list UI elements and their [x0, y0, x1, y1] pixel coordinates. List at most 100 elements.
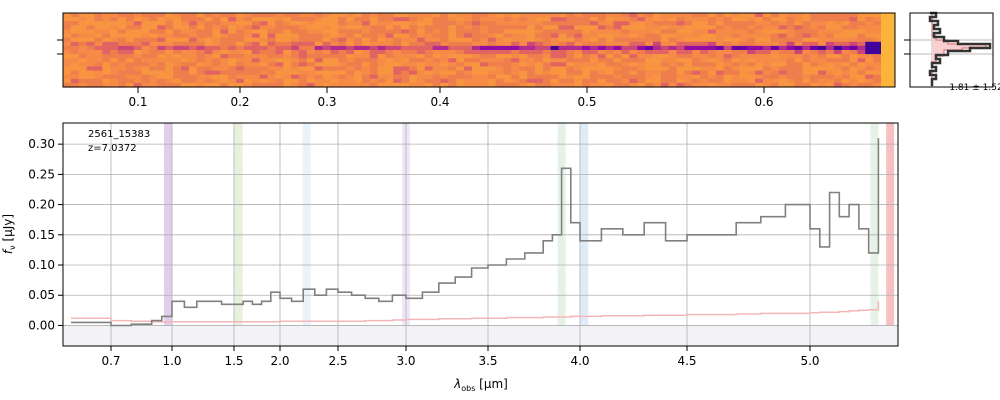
heatmap-cell: [582, 41, 591, 47]
heatmap-cell: [102, 78, 111, 84]
heatmap-cell: [527, 29, 536, 35]
heatmap-cell: [597, 45, 607, 51]
heatmap-cell: [416, 45, 426, 51]
heatmap-cell: [589, 66, 599, 72]
heatmap-cell: [141, 45, 151, 51]
heatmap-cell: [802, 29, 811, 35]
heatmap-cell: [267, 66, 276, 72]
heatmap-cell: [267, 41, 276, 47]
heatmap-cell: [424, 33, 434, 39]
heatmap-cell: [369, 50, 379, 55]
heatmap-cell: [613, 13, 623, 18]
heatmap-cell: [212, 54, 221, 59]
heatmap-cell: [440, 74, 450, 80]
heatmap-cell: [464, 37, 473, 43]
heatmap-cell: [401, 17, 410, 22]
heatmap-cell: [283, 50, 292, 55]
heatmap-cell: [314, 13, 324, 18]
heatmap-cell: [621, 54, 630, 59]
heatmap-cell: [637, 29, 646, 35]
heatmap-cell: [361, 29, 371, 35]
heatmap-cell: [440, 33, 450, 39]
heatmap-cell: [660, 41, 670, 47]
heatmap-cell: [291, 66, 300, 72]
heatmap-cell: [605, 25, 615, 31]
heatmap-cell: [707, 37, 717, 43]
heatmap-cell: [786, 37, 796, 43]
flux-spectrum-line: [71, 138, 880, 327]
heatmap-cell: [369, 45, 379, 51]
heatmap-cell: [401, 13, 410, 18]
heatmap-cell: [558, 41, 567, 47]
heatmap-cell: [409, 58, 418, 63]
heatmap-cell: [479, 62, 489, 68]
heatmap-cell: [361, 74, 371, 80]
heatmap-cell: [802, 21, 811, 26]
heatmap-cell: [251, 37, 261, 43]
heatmap-cell: [456, 70, 465, 76]
heatmap-cell: [157, 37, 166, 43]
heatmap-cell: [786, 78, 796, 84]
spectrum-1d-series: [71, 138, 880, 327]
heatmap-cell: [763, 62, 772, 68]
heatmap-cell: [582, 66, 591, 72]
heatmap-cell: [110, 82, 119, 88]
heatmap-cell: [369, 62, 379, 68]
heatmap-cell: [212, 25, 221, 31]
heatmap-cell: [763, 21, 772, 26]
heatmap-cell: [424, 58, 434, 63]
heatmap-cell: [668, 62, 678, 68]
heatmap-cell: [149, 13, 158, 18]
heatmap-cell: [825, 33, 835, 39]
heatmap-cell: [684, 70, 693, 76]
heatmap-cell: [354, 62, 363, 68]
heatmap-cell: [346, 41, 355, 47]
heatmap-cell: [558, 13, 567, 18]
heatmap-cell: [825, 21, 835, 26]
heatmap-cell: [133, 21, 143, 26]
heatmap-cell: [487, 82, 497, 88]
heatmap-cell: [849, 41, 859, 47]
heatmap-cell: [676, 17, 685, 22]
heatmap-cell: [338, 54, 347, 59]
heatmap-cell: [141, 50, 151, 55]
heatmap-cell: [228, 29, 237, 35]
heatmap-cell: [346, 58, 355, 63]
heatmap-cell: [472, 21, 481, 26]
heatmap-cell: [401, 37, 410, 43]
heatmap-cell: [416, 78, 426, 84]
heatmap-cell: [180, 78, 190, 84]
y-axis-label: fν [μJy]: [1, 214, 17, 254]
heatmap-cell: [770, 66, 780, 72]
heatmap-cell: [291, 13, 300, 18]
x-tick-label: 0.7: [101, 354, 120, 368]
heatmap-cell: [338, 17, 347, 22]
heatmap-cell: [550, 62, 560, 68]
heatmap-cell: [715, 21, 725, 26]
heatmap-cell: [629, 21, 638, 26]
heatmap-cell: [731, 78, 741, 84]
heatmap-cell: [354, 66, 363, 72]
heatmap-cell: [298, 78, 308, 84]
heatmap-cell: [825, 37, 835, 43]
heatmap-cell: [243, 37, 253, 43]
heatmap-cell: [314, 17, 324, 22]
heatmap-cell: [818, 70, 827, 76]
heatmap-cell: [63, 74, 72, 80]
heatmap-cell: [314, 62, 324, 68]
heatmap-cell: [204, 29, 214, 35]
heatmap-cell: [456, 17, 465, 22]
heatmap-cell: [157, 54, 166, 59]
heatmap-cell: [589, 62, 599, 68]
heatmap-cell: [125, 58, 135, 63]
heatmap-cell: [511, 78, 520, 84]
heatmap-cell: [86, 82, 96, 88]
heatmap-cell: [527, 58, 536, 63]
heatmap-cell: [361, 82, 371, 88]
heatmap-cell: [519, 33, 528, 39]
heatmap-cell: [566, 70, 575, 76]
heatmap-cell: [605, 70, 615, 76]
heatmap-cell: [700, 66, 709, 72]
heatmap-cell: [479, 58, 489, 63]
heatmap-cell: [212, 82, 221, 88]
